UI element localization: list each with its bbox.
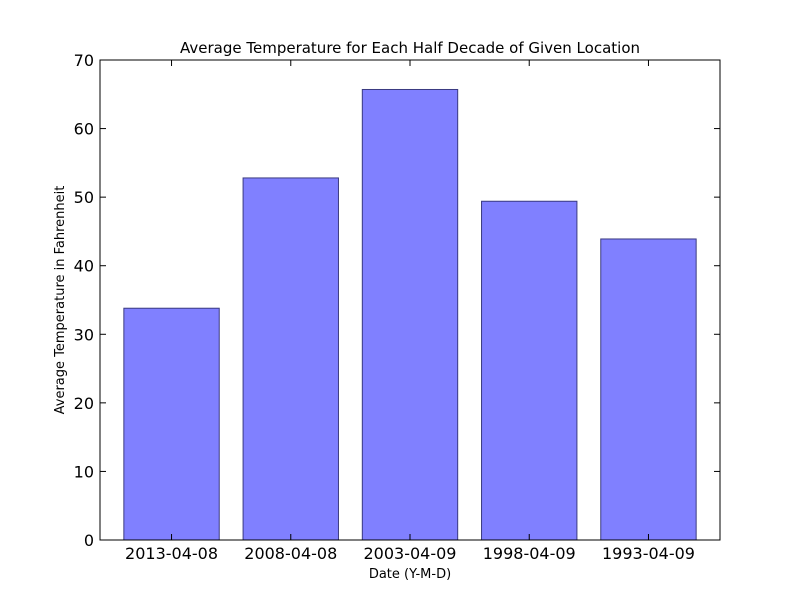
y-axis: 0 10 20 30 40 50 60 70 xyxy=(74,51,720,550)
y-tick-label: 20 xyxy=(74,394,94,413)
x-tick-label: 1998-04-09 xyxy=(483,544,576,563)
x-tick-label: 2003-04-09 xyxy=(364,544,457,563)
y-tick-label: 10 xyxy=(74,462,94,481)
bar-1993-04-09 xyxy=(600,238,697,541)
x-tick-label: 2008-04-08 xyxy=(244,544,337,563)
bar-2013-04-08 xyxy=(123,307,220,541)
y-tick-label: 60 xyxy=(74,120,94,139)
y-tick-label: 50 xyxy=(74,188,94,207)
y-tick-label: 70 xyxy=(74,51,94,70)
x-tick-label: 1993-04-09 xyxy=(602,544,695,563)
bar-2003-04-09 xyxy=(361,88,459,541)
x-axis-label: Date (Y-M-D) xyxy=(369,567,451,582)
bar-1998-04-09 xyxy=(481,200,578,541)
chart-title: Average Temperature for Each Half Decade… xyxy=(180,39,640,57)
y-axis-label: Average Temperature in Fahrenheit xyxy=(53,186,68,415)
y-tick-label: 40 xyxy=(74,257,94,276)
x-tick-label: 2013-04-08 xyxy=(125,544,218,563)
bars-layer xyxy=(123,88,697,541)
x-axis: 2013-04-08 2008-04-08 2003-04-09 1998-04-09… xyxy=(125,60,695,563)
y-tick-label: 30 xyxy=(74,325,94,344)
y-tick-label: 0 xyxy=(84,531,94,550)
bar-2008-04-08 xyxy=(242,177,339,541)
